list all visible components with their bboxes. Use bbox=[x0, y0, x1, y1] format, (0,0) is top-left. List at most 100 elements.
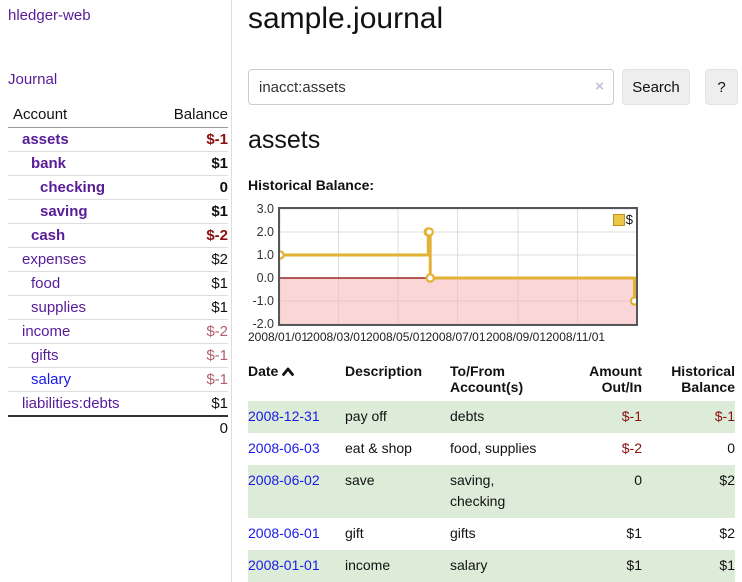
nav-journal-link[interactable]: Journal bbox=[8, 71, 58, 88]
account-row: liabilities:debts $1 bbox=[8, 391, 228, 417]
transaction-date-link[interactable]: 2008-06-01 bbox=[248, 525, 320, 541]
register-header-date[interactable]: Date bbox=[248, 361, 345, 401]
transaction-description: save bbox=[345, 472, 375, 488]
register-table-body: 2008-12-31 pay off debts $-1 $-1 2008-06-03 ea… bbox=[248, 401, 735, 582]
register-table: Date Description To/From Account(s) Amou… bbox=[248, 361, 735, 582]
account-row: saving $1 bbox=[8, 199, 228, 224]
page-title: sample.journal bbox=[248, 2, 444, 35]
y-tick-label: 2.0 bbox=[256, 225, 274, 239]
x-tick-label: 2008/05/01 bbox=[365, 330, 427, 344]
account-balance: $1 bbox=[156, 199, 228, 224]
y-tick-label: -2.0 bbox=[252, 317, 274, 331]
transaction-description: pay off bbox=[345, 408, 387, 424]
help-button[interactable]: ? bbox=[705, 69, 738, 105]
historical-balance-chart: 3.0 2.0 1.0 0.0 -1.0 -2.0 $ 2008/01/01 2008/03… bbox=[248, 200, 742, 352]
x-tick-label: 2008/11/01 bbox=[545, 330, 606, 344]
transaction-description: eat & shop bbox=[345, 440, 412, 456]
account-balance: $2 bbox=[156, 247, 228, 272]
transaction-amount: $1 bbox=[626, 557, 642, 573]
account-row: salary $-1 bbox=[8, 367, 228, 392]
transaction-date-link[interactable]: 2008-06-03 bbox=[248, 440, 320, 456]
legend-label: $ bbox=[625, 212, 633, 227]
transaction-amount: $1 bbox=[626, 525, 642, 541]
account-row: cash $-2 bbox=[8, 223, 228, 248]
accounts-table-body: assets $-1 bank $1 checking 0 saving $1 cash $-2 e… bbox=[8, 127, 228, 417]
account-link[interactable]: expenses bbox=[22, 251, 87, 268]
accounts-total-row: 0 bbox=[8, 415, 228, 440]
account-balance: 0 bbox=[156, 175, 228, 200]
account-row: food $1 bbox=[8, 271, 228, 296]
accounts-header-row: Account Balance bbox=[8, 104, 228, 128]
account-link[interactable]: cash bbox=[31, 227, 66, 244]
account-balance: $-1 bbox=[156, 127, 228, 152]
transaction-date-link[interactable]: 2008-06-02 bbox=[248, 472, 320, 488]
y-tick-label: 1.0 bbox=[256, 248, 274, 262]
transaction-description: income bbox=[345, 557, 391, 573]
register-row: 2008-06-01 gift gifts $1 $2 bbox=[248, 518, 735, 550]
account-link[interactable]: salary bbox=[31, 371, 72, 388]
transaction-balance: $1 bbox=[719, 557, 735, 573]
register-header-row: Date Description To/From Account(s) Amou… bbox=[248, 361, 735, 401]
transaction-balance: 0 bbox=[727, 440, 735, 456]
account-heading: assets bbox=[248, 126, 321, 154]
chart-plot-area: $ bbox=[278, 207, 638, 326]
search-form: × Search ? bbox=[248, 69, 742, 105]
chart-title: Historical Balance: bbox=[248, 177, 375, 193]
account-balance: $-2 bbox=[156, 223, 228, 248]
x-tick-label: 2008/01/01 bbox=[247, 330, 309, 344]
register-row: 2008-06-03 eat & shop food, supplies $-2 0 bbox=[248, 433, 735, 465]
transaction-balance: $-1 bbox=[714, 408, 735, 424]
account-row: gifts $-1 bbox=[8, 343, 228, 368]
transaction-accounts: salary bbox=[450, 557, 488, 573]
transaction-amount: $-1 bbox=[621, 408, 642, 424]
register-header-description: Description bbox=[345, 363, 423, 379]
register-header-accounts: To/From Account(s) bbox=[450, 363, 524, 395]
sidebar: hledger-web Journal Account Balance asse… bbox=[0, 0, 232, 582]
account-balance: $1 bbox=[156, 391, 228, 417]
account-link[interactable]: food bbox=[31, 275, 61, 292]
transaction-accounts: food, supplies bbox=[450, 440, 537, 456]
register-header-date-label: Date bbox=[248, 363, 279, 379]
x-tick-label: 2008/09/01 bbox=[485, 330, 546, 344]
account-row: supplies $1 bbox=[8, 295, 228, 320]
register-row: 2008-06-02 save saving, checking 0 $2 bbox=[248, 465, 735, 518]
account-link[interactable]: checking bbox=[40, 179, 106, 196]
account-balance: $-2 bbox=[156, 319, 228, 344]
account-link[interactable]: liabilities:debts bbox=[22, 395, 120, 412]
transaction-description: gift bbox=[345, 525, 364, 541]
register-row: 2008-01-01 income salary $1 $1 bbox=[248, 550, 735, 582]
transaction-date-link[interactable]: 2008-12-31 bbox=[248, 408, 320, 424]
search-button[interactable]: Search bbox=[622, 69, 690, 105]
account-balance: $1 bbox=[156, 295, 228, 320]
accounts-total-balance: 0 bbox=[156, 415, 228, 440]
clear-search-icon[interactable]: × bbox=[595, 78, 604, 95]
accounts-header-balance: Balance bbox=[156, 104, 228, 128]
transaction-balance: $2 bbox=[719, 525, 735, 541]
account-link[interactable]: gifts bbox=[31, 347, 59, 364]
account-link[interactable]: bank bbox=[31, 155, 67, 172]
transaction-balance: $2 bbox=[719, 472, 735, 488]
account-balance: $-1 bbox=[156, 367, 228, 392]
account-link[interactable]: income bbox=[22, 323, 71, 340]
accounts-total-spacer bbox=[8, 415, 157, 440]
x-tick-label: 2008/07/01 bbox=[425, 330, 486, 344]
app-title-link[interactable]: hledger-web bbox=[8, 7, 91, 24]
account-link[interactable]: assets bbox=[22, 131, 69, 148]
transaction-accounts: gifts bbox=[450, 525, 476, 541]
search-input[interactable] bbox=[248, 69, 614, 105]
chart-x-axis: 2008/01/01 2008/03/01 2008/05/01 2008/07/01… bbox=[248, 330, 638, 346]
account-balance: $1 bbox=[156, 151, 228, 176]
chart-legend: $ bbox=[612, 212, 633, 227]
register-row: 2008-12-31 pay off debts $-1 $-1 bbox=[248, 401, 735, 433]
account-row: assets $-1 bbox=[8, 127, 228, 152]
account-link[interactable]: supplies bbox=[31, 299, 87, 316]
search-box: × bbox=[248, 69, 614, 105]
chart-svg bbox=[280, 209, 636, 324]
transaction-accounts: debts bbox=[450, 408, 485, 424]
account-row: expenses $2 bbox=[8, 247, 228, 272]
transaction-date-link[interactable]: 2008-01-01 bbox=[248, 557, 320, 573]
main-content: sample.journal × Search ? assets Histori… bbox=[248, 0, 742, 582]
legend-swatch-icon bbox=[612, 213, 625, 226]
account-link[interactable]: saving bbox=[40, 203, 88, 220]
transaction-accounts: saving, checking bbox=[450, 472, 506, 509]
